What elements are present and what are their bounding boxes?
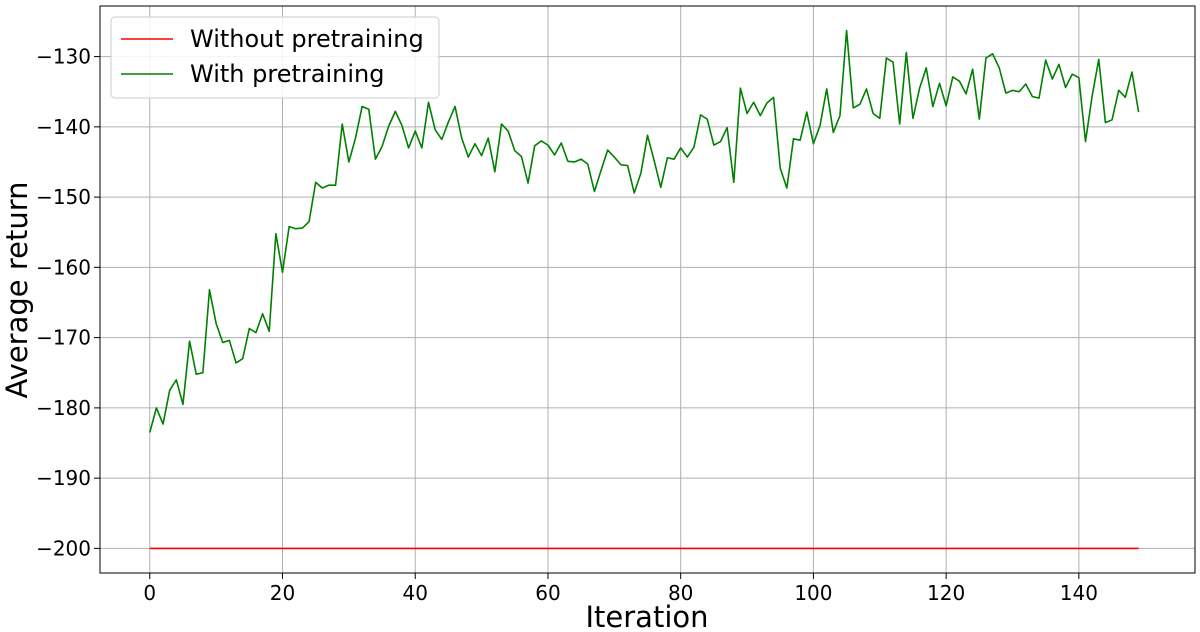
x-tick-label: 140	[1060, 581, 1098, 605]
y-tick-label: −190	[36, 466, 91, 490]
plot-frame	[99, 5, 1196, 574]
y-axis-title: Average return	[0, 182, 34, 399]
x-tick-label: 60	[535, 581, 560, 605]
y-axis: −200 −190 −180 −170 −160 −150 −140 −130	[36, 45, 100, 560]
y-tick-label: −150	[36, 185, 91, 209]
x-tick-label: 80	[668, 581, 693, 605]
series-line-with-pretraining	[148, 29, 1140, 433]
x-tick-label: 40	[403, 581, 428, 605]
y-tick-label: −130	[36, 45, 91, 69]
y-tick-label: −140	[36, 115, 91, 139]
x-axis: 0 20 40 60 80 100 120 140	[143, 573, 1098, 605]
grid-lines	[100, 6, 1195, 573]
x-tick-label: 20	[270, 581, 295, 605]
legend-box	[110, 16, 440, 99]
legend-label-without-pretraining: Without pretraining	[190, 25, 424, 53]
x-axis-title: Iteration	[585, 600, 708, 632]
y-tick-label: −170	[36, 326, 91, 350]
y-tick-label: −160	[36, 255, 91, 279]
x-tick-label: 120	[927, 581, 965, 605]
y-tick-label: −200	[36, 536, 91, 560]
series-layer	[148, 29, 1140, 550]
y-tick-label: −180	[36, 396, 91, 420]
x-tick-label: 100	[794, 581, 832, 605]
x-tick-label: 0	[143, 581, 156, 605]
legend: Without pretraining With pretraining	[110, 16, 440, 99]
legend-label-with-pretraining: With pretraining	[190, 60, 384, 88]
